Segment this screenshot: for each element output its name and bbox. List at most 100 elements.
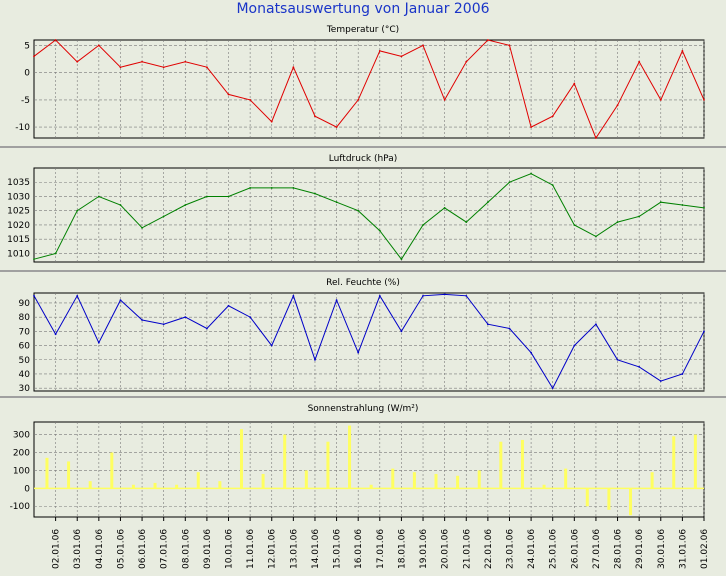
data-point <box>659 201 662 204</box>
data-point <box>97 44 100 47</box>
data-point <box>97 341 100 344</box>
bar <box>477 470 481 489</box>
data-point <box>335 126 338 129</box>
bar <box>542 484 546 489</box>
y-tick-label: 1020 <box>7 221 30 231</box>
data-point <box>422 294 424 297</box>
x-tick-label: 17.01.06 <box>376 529 386 569</box>
y-tick-label: 0 <box>24 69 30 79</box>
data-point <box>530 172 532 175</box>
data-point <box>443 98 446 101</box>
bar <box>196 472 200 489</box>
data-point <box>378 229 381 232</box>
x-tick-label: 24.01.06 <box>527 529 537 569</box>
series-line <box>33 293 705 390</box>
data-point <box>573 344 576 347</box>
bar <box>88 481 92 489</box>
x-tick-label: 28.01.06 <box>614 529 624 569</box>
bar <box>391 468 395 489</box>
bar <box>326 441 330 489</box>
data-point <box>573 82 576 85</box>
x-tick-label: 05.01.06 <box>116 529 126 569</box>
bar <box>585 488 589 507</box>
data-point <box>551 387 554 390</box>
data-point <box>227 93 230 96</box>
data-point <box>54 39 57 41</box>
x-tick-label: 06.01.06 <box>138 529 148 569</box>
data-point <box>616 104 619 107</box>
bar <box>672 436 676 489</box>
x-tick-label: 13.01.06 <box>289 529 299 569</box>
data-point <box>119 204 122 206</box>
data-point <box>422 224 424 226</box>
bar <box>520 439 524 489</box>
y-tick-label: 80 <box>19 313 31 323</box>
y-tick-label: 90 <box>19 299 31 309</box>
data-point <box>400 330 403 333</box>
y-tick-label: -10 <box>15 123 30 133</box>
data-point <box>184 60 187 63</box>
data-point <box>162 323 165 326</box>
data-point <box>508 327 511 330</box>
bar <box>629 488 633 516</box>
data-point <box>703 330 705 333</box>
data-point <box>141 319 143 321</box>
data-point <box>595 323 597 326</box>
bar <box>45 457 49 489</box>
data-point <box>335 299 338 302</box>
data-point <box>638 365 641 368</box>
data-point <box>33 258 35 261</box>
data-point <box>206 195 208 198</box>
data-point <box>206 327 208 330</box>
bar <box>607 488 611 510</box>
data-point <box>551 115 554 118</box>
y-tick-label: 30 <box>19 384 31 394</box>
bar <box>153 482 157 489</box>
data-point <box>206 66 208 69</box>
data-point <box>681 373 684 375</box>
data-point <box>227 304 230 307</box>
x-tick-label: 25.01.06 <box>549 529 559 569</box>
data-point <box>314 115 316 118</box>
data-point <box>76 294 79 297</box>
data-point <box>292 66 295 69</box>
data-point <box>486 39 489 41</box>
data-point <box>162 66 165 69</box>
x-tick-label: 16.01.06 <box>354 529 364 569</box>
y-tick-label: 70 <box>19 327 31 337</box>
data-point <box>400 55 403 58</box>
bar <box>218 481 222 489</box>
data-point <box>184 204 187 206</box>
x-tick-label: 08.01.06 <box>181 529 191 569</box>
y-tick-label: 1025 <box>7 207 30 217</box>
y-tick-label: 1015 <box>7 235 30 245</box>
y-tick-label: 1030 <box>7 192 30 202</box>
x-tick-label: 23.01.06 <box>505 529 515 569</box>
data-point <box>119 299 122 302</box>
bar <box>434 473 438 489</box>
data-point <box>400 258 403 261</box>
y-tick-label: 0 <box>24 484 30 494</box>
bar <box>261 473 265 489</box>
x-tick-label: 11.01.06 <box>246 529 256 569</box>
x-tick-label: 22.01.06 <box>484 529 494 569</box>
panel-title: Sonnenstrahlung (W/m²) <box>308 404 419 414</box>
y-tick-label: -5 <box>21 96 30 106</box>
data-point <box>616 358 619 361</box>
x-tick-label: 31.01.06 <box>678 529 688 569</box>
plot-area <box>33 421 705 518</box>
series-line <box>33 173 705 261</box>
x-tick-label: 02.01.06 <box>52 529 62 569</box>
chart-panel-1: Temperatur (°C) 5 0 -5 -10 <box>15 25 705 140</box>
data-point <box>162 215 165 218</box>
bar <box>650 472 654 489</box>
x-tick-label: 19.01.06 <box>419 529 429 569</box>
bar <box>348 425 352 489</box>
x-tick-label: 20.01.06 <box>441 529 451 569</box>
y-tick-label: 50 <box>19 356 31 366</box>
bar <box>564 468 568 489</box>
data-point <box>270 344 273 347</box>
data-point <box>292 187 295 189</box>
data-point <box>378 49 381 52</box>
